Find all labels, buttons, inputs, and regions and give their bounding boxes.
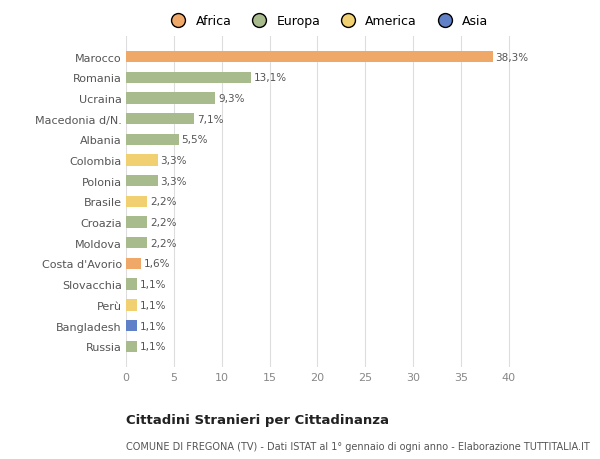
Text: 2,2%: 2,2% — [150, 197, 176, 207]
Bar — [126, 341, 137, 352]
Text: 2,2%: 2,2% — [150, 218, 176, 228]
Text: 5,5%: 5,5% — [182, 135, 208, 145]
Bar — [126, 134, 179, 146]
Legend: Africa, Europa, America, Asia: Africa, Europa, America, Asia — [161, 10, 493, 33]
Text: 3,3%: 3,3% — [160, 156, 187, 166]
Bar — [126, 114, 194, 125]
Text: 9,3%: 9,3% — [218, 94, 244, 104]
Bar — [126, 196, 147, 207]
Text: 1,1%: 1,1% — [139, 321, 166, 331]
Bar — [126, 93, 215, 104]
Text: COMUNE DI FREGONA (TV) - Dati ISTAT al 1° gennaio di ogni anno - Elaborazione TU: COMUNE DI FREGONA (TV) - Dati ISTAT al 1… — [126, 441, 590, 451]
Bar — [126, 279, 137, 290]
Text: 1,1%: 1,1% — [139, 280, 166, 290]
Text: 3,3%: 3,3% — [160, 176, 187, 186]
Bar — [126, 320, 137, 331]
Text: 2,2%: 2,2% — [150, 238, 176, 248]
Text: 38,3%: 38,3% — [496, 52, 529, 62]
Text: 13,1%: 13,1% — [254, 73, 287, 83]
Bar — [126, 238, 147, 249]
Text: 1,1%: 1,1% — [139, 341, 166, 352]
Bar — [126, 258, 142, 269]
Bar — [126, 73, 251, 84]
Bar — [126, 217, 147, 228]
Text: 1,1%: 1,1% — [139, 300, 166, 310]
Bar — [126, 176, 158, 187]
Text: Cittadini Stranieri per Cittadinanza: Cittadini Stranieri per Cittadinanza — [126, 413, 389, 426]
Text: 7,1%: 7,1% — [197, 114, 223, 124]
Bar — [126, 300, 137, 311]
Bar — [126, 52, 493, 63]
Bar — [126, 155, 158, 166]
Text: 1,6%: 1,6% — [144, 259, 170, 269]
